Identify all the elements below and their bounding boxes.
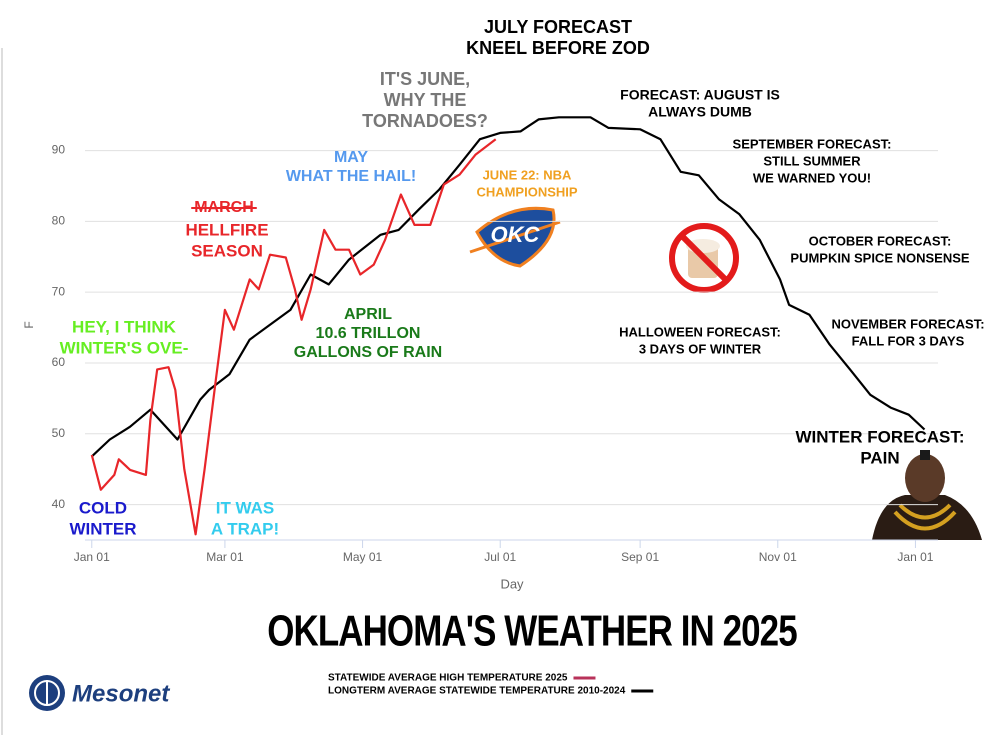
annotation: WINTER FORECAST: — [795, 427, 964, 446]
annotation: HALLOWEEN FORECAST: — [619, 324, 781, 339]
y-tick-label: 80 — [52, 214, 66, 228]
annotation: IT'S JUNE, — [380, 69, 470, 89]
annotation: APRIL — [344, 306, 392, 323]
annotation: HEY, I THINK — [72, 317, 177, 336]
y-tick-label: 60 — [52, 355, 66, 369]
annotation: OCTOBER FORECAST: — [809, 233, 952, 248]
legend-label: STATEWIDE AVERAGE HIGH TEMPERATURE 2025 — [328, 673, 568, 684]
annotation: FORECAST: AUGUST IS — [620, 87, 780, 103]
y-tick-label: 40 — [52, 497, 66, 511]
annotation: HELLFIRE — [185, 220, 268, 239]
annotation: TORNADOES? — [362, 111, 488, 131]
x-tick-label: May 01 — [343, 550, 383, 564]
annotation: JULY FORECAST — [484, 17, 632, 37]
x-tick-label: Jan 01 — [74, 550, 110, 564]
mr-t-image — [872, 450, 982, 540]
team-logo: OKC — [469, 206, 561, 268]
annotation: 3 DAYS OF WINTER — [639, 341, 762, 356]
annotation: PUMPKIN SPICE NONSENSE — [790, 250, 969, 265]
source-logo: Mesonet — [29, 675, 170, 711]
annotation: WHY THE — [384, 90, 467, 110]
annotation: SEPTEMBER FORECAST: — [733, 136, 892, 151]
series-line — [90, 138, 497, 536]
y-tick-label: 70 — [52, 284, 66, 298]
annotation: A TRAP! — [211, 519, 279, 538]
x-tick-label: Sep 01 — [621, 550, 659, 564]
y-tick-label: 50 — [52, 426, 66, 440]
annotation: PAIN — [860, 448, 899, 467]
grid — [85, 150, 938, 506]
annotation: WHAT THE HAIL! — [286, 168, 416, 185]
annotation: JUNE 22: NBA — [483, 167, 572, 182]
series-line — [91, 116, 926, 458]
annotation: FALL FOR 3 DAYS — [852, 333, 965, 348]
annotation: 10.6 TRILLON — [316, 325, 421, 342]
legend-label: LONGTERM AVERAGE STATEWIDE TEMPERATURE 2… — [328, 686, 626, 697]
annotation: WE WARNED YOU! — [753, 170, 871, 185]
y-axis-label: F — [22, 321, 36, 328]
annotation: WINTER — [69, 519, 136, 538]
team-logo-text: OKC — [491, 222, 541, 247]
annotation: WINTER'S OVE- — [60, 338, 189, 357]
x-tick-label: Nov 01 — [759, 550, 797, 564]
annotation: COLD — [79, 498, 127, 517]
x-tick-label: Jan 01 — [897, 550, 933, 564]
source-logo-text: Mesonet — [72, 680, 170, 707]
annotation: STILL SUMMER — [763, 153, 861, 168]
annotation: ALWAYS DUMB — [648, 104, 752, 120]
x-tick-label: Jul 01 — [484, 550, 516, 564]
x-axis-label: Day — [500, 576, 524, 591]
annotation: MAY — [334, 149, 368, 166]
chart-title: OKLAHOMA'S WEATHER IN 2025 — [267, 607, 796, 656]
y-tick-label: 90 — [52, 143, 66, 157]
annotation: GALLONS OF RAIN — [294, 344, 442, 361]
no-pumpkin-spice-icon — [669, 223, 739, 293]
annotation: NOVEMBER FORECAST: — [831, 316, 984, 331]
annotation: SEASON — [191, 241, 263, 260]
x-tick-label: Mar 01 — [206, 550, 244, 564]
annotation: CHAMPIONSHIP — [476, 184, 577, 199]
annotation: KNEEL BEFORE ZOD — [466, 38, 650, 58]
annotation: IT WAS — [216, 498, 275, 517]
